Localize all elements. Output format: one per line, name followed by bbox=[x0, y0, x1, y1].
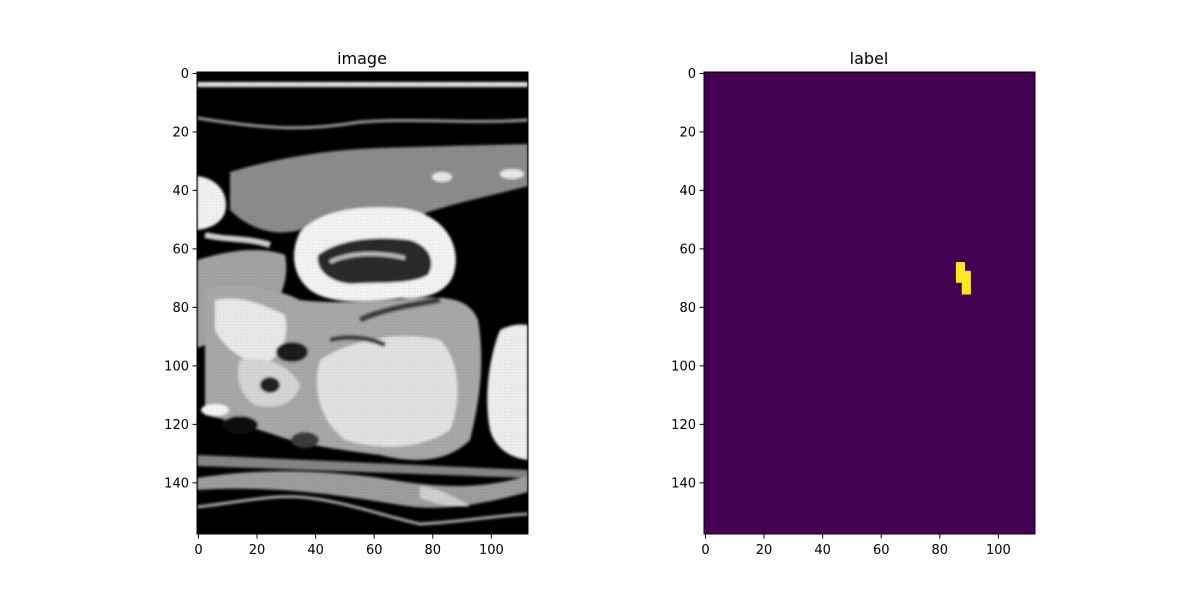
label-foreground-cell bbox=[964, 282, 968, 286]
label-y-tick-label: 140 bbox=[671, 476, 696, 491]
label-y-tick-label: 80 bbox=[679, 301, 696, 316]
label-x-tick-label: 40 bbox=[814, 543, 831, 558]
image-y-tick-label: 60 bbox=[172, 242, 189, 257]
label-foreground-cell bbox=[967, 276, 971, 280]
label-foreground-cell bbox=[958, 264, 963, 269]
label-title: label bbox=[850, 49, 889, 68]
label-foreground-cell bbox=[964, 273, 968, 277]
label-panel: label 0 20 40 60 80 100 0 20 40 60 80 100 120 140 bbox=[671, 49, 1036, 558]
image-axis-ticks: 0 20 40 60 80 100 0 20 40 60 80 100 120 140 bbox=[164, 67, 504, 558]
label-x-tick-label: 60 bbox=[873, 543, 890, 558]
label-x-tick-label: 80 bbox=[932, 543, 949, 558]
label-foreground-cell bbox=[955, 279, 960, 283]
label-axes-frame bbox=[703, 71, 1036, 535]
label-foreground-cell bbox=[958, 273, 963, 277]
image-x-tick-label: 0 bbox=[194, 543, 202, 558]
image-x-tick-label: 100 bbox=[479, 543, 504, 558]
label-x-tick-label: 100 bbox=[986, 543, 1011, 558]
label-foreground-region bbox=[955, 262, 971, 295]
label-foreground-cell bbox=[967, 279, 971, 283]
label-foreground-cell bbox=[955, 264, 960, 269]
label-foreground-cell bbox=[967, 285, 971, 289]
label-foreground-cell bbox=[961, 262, 965, 266]
label-foreground-cell bbox=[967, 282, 971, 286]
label-raster-background bbox=[704, 72, 1035, 534]
image-x-tick-label: 40 bbox=[307, 543, 324, 558]
label-x-tick-label: 0 bbox=[701, 543, 709, 558]
label-foreground-cell bbox=[967, 273, 971, 277]
label-foreground-cell bbox=[961, 279, 965, 283]
label-foreground-cell bbox=[967, 291, 971, 295]
image-axes-frame bbox=[196, 71, 529, 535]
label-foreground-cell bbox=[961, 285, 965, 289]
label-y-tick-label: 60 bbox=[679, 242, 696, 257]
label-foreground-cell bbox=[955, 262, 960, 266]
label-foreground-cell bbox=[964, 291, 968, 295]
image-x-tick-label: 20 bbox=[249, 543, 266, 558]
label-y-tick-label: 100 bbox=[671, 359, 696, 374]
label-foreground-cell bbox=[961, 267, 965, 272]
label-foreground-cell bbox=[961, 288, 965, 292]
label-foreground-cell bbox=[964, 276, 968, 280]
image-y-tick-label: 120 bbox=[164, 418, 189, 433]
label-foreground-cell bbox=[955, 270, 960, 275]
label-foreground-cell bbox=[961, 291, 965, 295]
label-foreground-cell bbox=[955, 276, 960, 280]
label-foreground-cell bbox=[964, 285, 968, 289]
label-foreground-cell bbox=[964, 279, 968, 283]
label-foreground-cell bbox=[961, 264, 965, 269]
label-foreground-cell bbox=[961, 282, 965, 286]
image-raster bbox=[197, 72, 528, 534]
label-axis-ticks: 0 20 40 60 80 100 0 20 40 60 80 100 120 140 bbox=[671, 67, 1011, 558]
label-y-tick-label: 20 bbox=[679, 125, 696, 140]
label-foreground-cell bbox=[958, 276, 963, 280]
label-y-tick-label: 0 bbox=[688, 67, 696, 82]
label-foreground-cell bbox=[955, 273, 960, 277]
label-y-tick-label: 40 bbox=[679, 184, 696, 199]
label-y-tick-label: 120 bbox=[671, 418, 696, 433]
label-foreground-cell bbox=[958, 267, 963, 272]
label-foreground-cell bbox=[958, 262, 963, 266]
image-y-tick-label: 40 bbox=[172, 184, 189, 199]
label-x-tick-label: 20 bbox=[756, 543, 773, 558]
label-foreground-cell bbox=[961, 270, 965, 275]
label-foreground-cell bbox=[955, 267, 960, 272]
image-y-tick-label: 100 bbox=[164, 359, 189, 374]
label-foreground-cell bbox=[967, 288, 971, 292]
label-foreground-cell bbox=[958, 279, 963, 283]
label-foreground-cell bbox=[961, 273, 965, 277]
image-panel: image bbox=[164, 49, 529, 558]
image-y-tick-label: 20 bbox=[172, 125, 189, 140]
image-y-tick-label: 80 bbox=[172, 301, 189, 316]
image-title: image bbox=[337, 49, 387, 68]
label-foreground-cell bbox=[964, 288, 968, 292]
image-x-tick-label: 60 bbox=[366, 543, 383, 558]
image-x-tick-label: 80 bbox=[425, 543, 442, 558]
image-y-tick-label: 0 bbox=[181, 67, 189, 82]
label-foreground-cell bbox=[961, 276, 965, 280]
image-y-tick-label: 140 bbox=[164, 476, 189, 491]
label-foreground-cell bbox=[967, 270, 971, 275]
label-foreground-cell bbox=[958, 270, 963, 275]
label-foreground-cell bbox=[964, 270, 968, 275]
